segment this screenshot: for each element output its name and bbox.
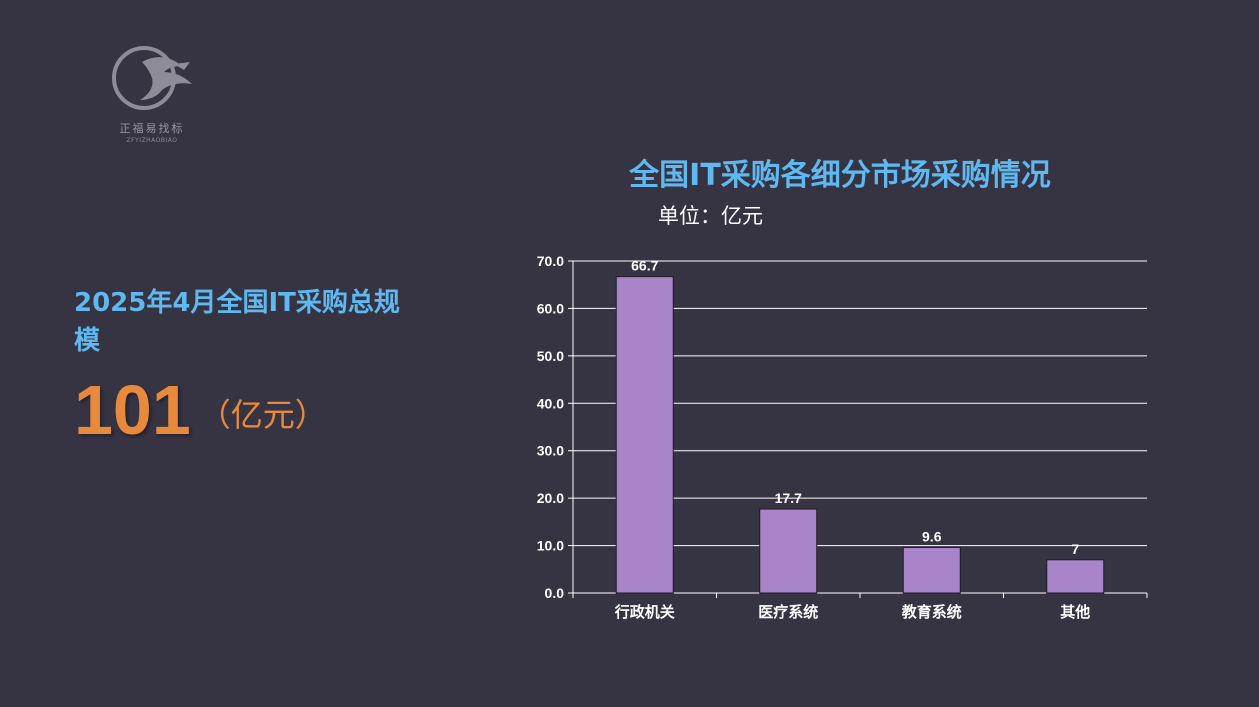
y-tick-label: 30.0 — [537, 443, 564, 459]
bar-3 — [1046, 559, 1105, 594]
chart-title: 全国IT采购各细分市场采购情况 — [629, 158, 1051, 193]
summary-total: 101 （亿元） — [74, 370, 327, 450]
x-category-label: 其他 — [1060, 603, 1090, 621]
summary-total-value: 101 — [74, 371, 191, 449]
x-category-label: 教育系统 — [901, 603, 962, 621]
y-tick-label: 10.0 — [537, 538, 564, 554]
y-tick-label: 40.0 — [537, 395, 564, 411]
bar-chart: 0.0 10.0 20.0 30.0 40.0 50.0 60.0 70.0 66.7 行政机关 1… — [537, 253, 1148, 621]
chart-unit-label: 单位：亿元 — [658, 204, 763, 228]
logo-name-en: ZFYIZHAOBIAO — [126, 137, 178, 144]
y-tick-label: 60.0 — [537, 300, 564, 316]
y-tick-label: 0.0 — [545, 585, 565, 601]
y-tick-label: 70.0 — [537, 253, 564, 269]
brand-logo: 正福易找标 ZFYIZHAOBIAO — [104, 40, 200, 150]
y-tick-label: 20.0 — [537, 490, 564, 506]
bar-value-label: 66.7 — [631, 258, 658, 274]
bar-1 — [759, 508, 818, 594]
bar-2 — [902, 546, 961, 594]
bar-value-label: 7 — [1071, 541, 1079, 557]
y-tick-label: 50.0 — [537, 348, 564, 364]
bar-0 — [615, 276, 674, 594]
summary-total-unit: （亿元） — [198, 396, 327, 434]
x-category-label: 医疗系统 — [758, 603, 818, 621]
eagle-logo-icon — [112, 46, 192, 110]
x-category-label: 行政机关 — [614, 603, 675, 621]
logo-name-cn: 正福易找标 — [119, 122, 185, 135]
bar-value-label: 9.6 — [922, 528, 942, 544]
bar-value-label: 17.7 — [775, 490, 802, 506]
summary-title: 2025年4月全国IT采购总规模 — [74, 288, 400, 356]
